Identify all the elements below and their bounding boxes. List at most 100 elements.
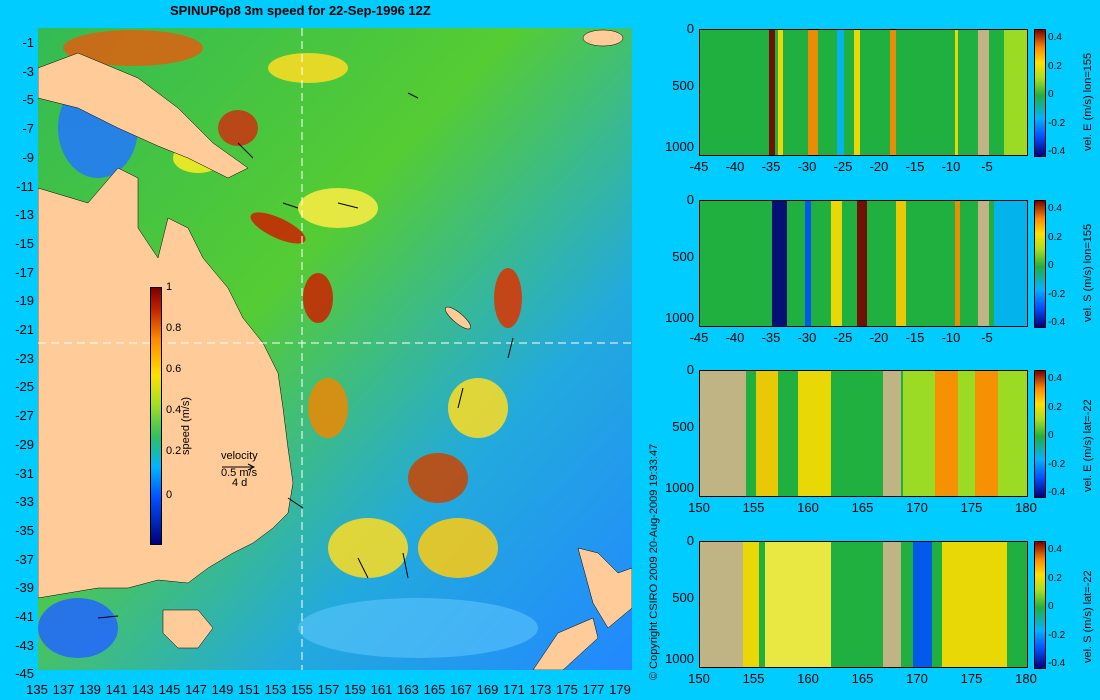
lat-tick-label: -33 (15, 494, 34, 510)
section-x-tick-label: -5 (981, 330, 993, 345)
section-band (700, 542, 743, 667)
section-band (807, 30, 818, 155)
depth-tick-label: 1000 (665, 651, 694, 666)
speed-map[interactable] (38, 28, 632, 670)
lon-tick-label: 167 (450, 682, 472, 697)
section-colorbar-tick: 0.4 (1048, 544, 1062, 555)
lon-tick-label: 137 (52, 682, 75, 697)
section-x-tick-label: 175 (960, 500, 983, 515)
lat-tick-label: -27 (15, 408, 34, 424)
section-colorbar-tick: 0 (1048, 89, 1054, 100)
section-panel[interactable] (699, 200, 1028, 327)
lon-tick-label: 157 (317, 682, 340, 697)
section-x-tick-label: -10 (941, 159, 961, 174)
lon-tick-label: 153 (264, 682, 287, 697)
depth-tick-label: 1000 (665, 310, 694, 325)
section-colorbar-tick: 0.2 (1048, 572, 1062, 584)
depth-tick-label: 0 (686, 192, 694, 207)
section-panel[interactable] (699, 541, 1028, 668)
colorbar-tick: 0.6 (166, 363, 182, 375)
section-x-tick-label: -40 (725, 159, 745, 174)
colorbar-tick: 1 (166, 281, 173, 293)
section-colorbar-tick: 0 (1048, 601, 1054, 612)
section-label: vel. E (m/s) lat=-22 (1082, 399, 1094, 492)
lat-tick-label: -19 (15, 293, 34, 309)
legend-duration: 4 d (232, 477, 248, 489)
section-x-tick-label: -5 (981, 159, 993, 174)
depth-tick-label: 0 (686, 533, 694, 548)
section-colorbar (1034, 29, 1046, 157)
lon-tick-label: 175 (556, 682, 578, 697)
section-x-tick-label: 165 (851, 671, 874, 686)
depth-tick-label: 0 (686, 362, 694, 377)
colorbar-tick: 0 (166, 489, 173, 501)
section-band (941, 542, 1008, 667)
section-x-tick-label: 160 (797, 500, 819, 515)
colorbar-tick: 0.4 (166, 404, 182, 416)
section-band (778, 30, 784, 155)
section-x-tick-label: -30 (797, 330, 817, 345)
section-x-tick-label: 165 (851, 500, 874, 515)
section-band (994, 201, 1027, 326)
section-panel[interactable] (699, 29, 1028, 156)
lat-tick-label: -3 (22, 63, 34, 79)
section-colorbar (1034, 370, 1046, 498)
section-x-tick-label: 160 (797, 671, 819, 686)
lon-tick-label: 159 (344, 682, 366, 697)
lat-tick-label: -23 (15, 350, 34, 366)
lat-tick-label: -37 (15, 551, 34, 567)
lon-tick-label: 145 (158, 682, 181, 697)
lat-tick-label: -7 (22, 121, 34, 137)
section-band (742, 542, 759, 667)
lon-tick-label: 143 (132, 682, 154, 697)
section-label: vel. E (m/s) lon=155 (1082, 52, 1094, 151)
section-band (883, 542, 902, 667)
depth-tick-label: 500 (672, 78, 694, 93)
section-x-tick-label: 150 (688, 500, 710, 515)
section-x-tick-label: -35 (761, 159, 781, 174)
section-colorbar-tick: -0.4 (1048, 487, 1066, 498)
lon-tick-label: 163 (397, 682, 419, 697)
depth-tick-label: 1000 (665, 139, 694, 154)
section-band (935, 371, 959, 496)
speed-colorbar (150, 287, 162, 545)
lat-tick-label: -21 (15, 322, 34, 337)
section-band (830, 201, 843, 326)
section-colorbar-tick: -0.2 (1048, 458, 1066, 470)
map-canvas (38, 28, 632, 670)
plot-title: SPINUP6p8 3m speed for 22-Sep-1996 12Z (170, 3, 431, 18)
section-band (853, 30, 861, 155)
section-band (977, 201, 990, 326)
section-x-tick-label: 175 (960, 671, 983, 686)
velocity-vectors (97, 92, 514, 619)
depth-tick-label: 500 (672, 419, 694, 434)
section-colorbar (1034, 200, 1046, 328)
section-x-tick-label: 170 (906, 500, 928, 515)
section-x-tick-label: 180 (1015, 500, 1037, 515)
lat-tick-label: -13 (15, 207, 34, 223)
lon-tick-label: 147 (185, 682, 207, 697)
section-band (755, 371, 779, 496)
section-band (837, 30, 844, 155)
legend-title: velocity (221, 450, 258, 462)
section-band (856, 201, 867, 326)
section-x-tick-label: -45 (689, 330, 709, 345)
lat-tick-label: -41 (15, 609, 34, 624)
section-panel[interactable] (699, 370, 1028, 497)
lat-tick-label: -31 (15, 465, 34, 481)
section-x-tick-label: -25 (833, 159, 853, 174)
section-x-tick-label: -20 (869, 330, 889, 345)
section-colorbar-tick: 0.4 (1048, 373, 1062, 384)
depth-tick-label: 0 (686, 21, 694, 36)
section-colorbar-tick: -0.4 (1048, 317, 1066, 328)
lon-tick-label: 171 (503, 682, 525, 697)
section-x-tick-label: 155 (742, 500, 765, 515)
depth-tick-label: 500 (672, 590, 694, 605)
section-label: vel. S (m/s) lat=-22 (1082, 570, 1094, 663)
section-band (889, 30, 897, 155)
section-band (798, 371, 831, 496)
section-colorbar-tick: -0.2 (1048, 629, 1066, 641)
section-x-tick-label: -15 (905, 159, 925, 174)
section-band (804, 201, 812, 326)
section-x-tick-label: -45 (689, 159, 709, 174)
